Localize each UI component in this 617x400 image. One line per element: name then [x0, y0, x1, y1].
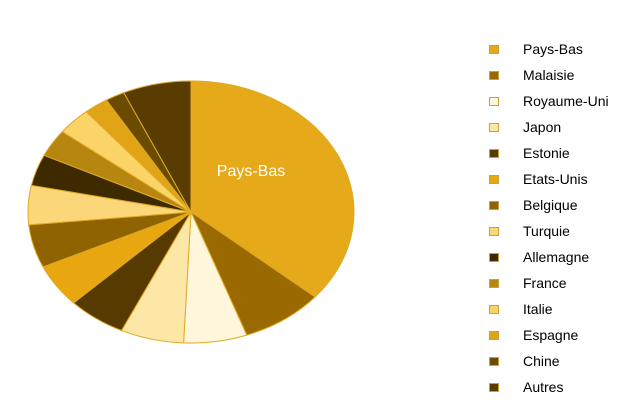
legend-swatch [489, 252, 499, 262]
legend-item: Allemagne [489, 244, 609, 270]
legend-label: Japon [523, 119, 562, 135]
legend-swatch [489, 330, 499, 340]
legend-item: Italie [489, 296, 609, 322]
legend-item: Pays-Bas [489, 36, 609, 62]
legend-item: Turquie [489, 218, 609, 244]
legend-label: Turquie [523, 223, 570, 239]
legend-item: Etats-Unis [489, 166, 609, 192]
legend-swatch [489, 226, 499, 236]
legend-item: Malaisie [489, 62, 609, 88]
legend-swatch [489, 356, 499, 366]
legend-label: Espagne [523, 327, 579, 343]
legend-swatch [489, 122, 499, 132]
legend-swatch [489, 70, 499, 80]
legend-swatch [489, 200, 499, 210]
legend-item: Espagne [489, 322, 609, 348]
legend-label: Pays-Bas [523, 41, 583, 57]
legend-swatch [489, 304, 499, 314]
legend-item: Japon [489, 114, 609, 140]
legend-swatch [489, 278, 499, 288]
legend-item: Autres [489, 374, 609, 400]
legend-label: Italie [523, 301, 553, 317]
legend: Pays-Bas Malaisie Royaume-Uni Japon Estonie E… [489, 36, 609, 400]
legend-swatch [489, 382, 499, 392]
legend-label: Autres [523, 379, 564, 395]
pie-chart: Pays-Bas Pays-Bas Malaisie Royaume-Uni Japo… [27, 41, 609, 395]
legend-label: Allemagne [523, 249, 590, 265]
slice-label: Pays-Bas [217, 163, 285, 180]
legend-label: Belgique [523, 197, 578, 213]
legend-swatch [489, 174, 499, 184]
pie-slice-autres [123, 80, 192, 214]
legend-label: France [523, 275, 567, 291]
legend-item: Belgique [489, 192, 609, 218]
legend-label: Estonie [523, 145, 570, 161]
legend-label: Malaisie [523, 67, 575, 83]
legend-item: France [489, 270, 609, 296]
legend-label: Etats-Unis [523, 171, 588, 187]
legend-label: Chine [523, 353, 560, 369]
pie-slice-pays-bas [190, 80, 355, 298]
legend-swatch [489, 44, 499, 54]
pie-plot: Pays-Bas [27, 80, 355, 344]
legend-item: Royaume-Uni [489, 88, 609, 114]
legend-label: Royaume-Uni [523, 93, 609, 109]
legend-swatch [489, 148, 499, 158]
legend-item: Chine [489, 348, 609, 374]
legend-swatch [489, 96, 499, 106]
legend-item: Estonie [489, 140, 609, 166]
